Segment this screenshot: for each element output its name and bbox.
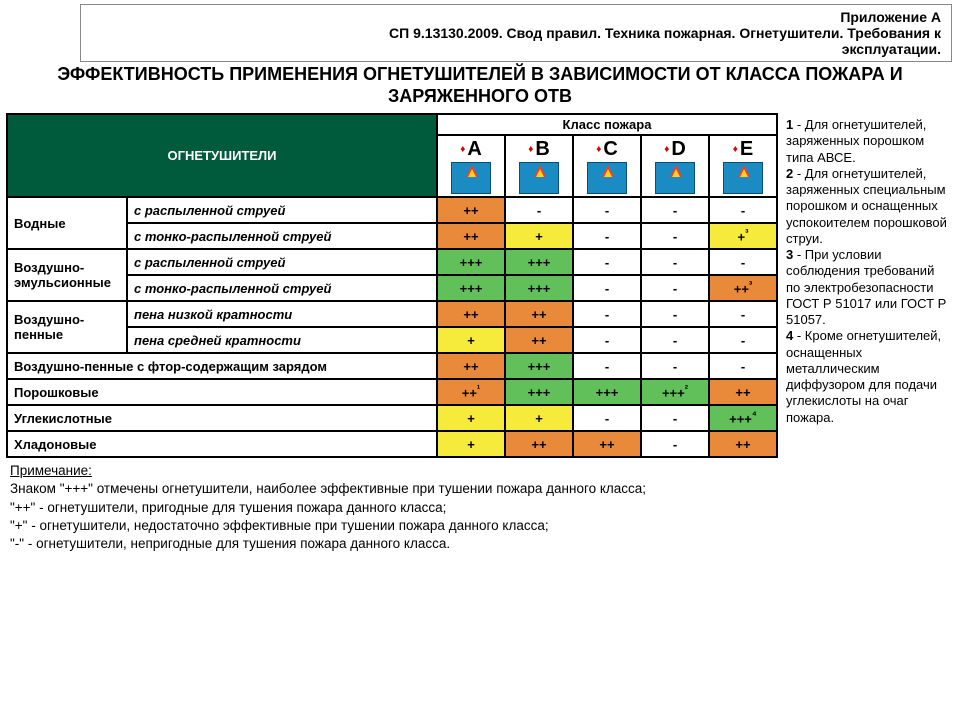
subtype-name: с распыленной струей <box>127 249 437 275</box>
value-cell: - <box>641 249 709 275</box>
footnote-line: "+" - огнетушители, недостаточно эффекти… <box>10 517 950 535</box>
value-cell: +++⁴ <box>709 405 777 431</box>
footnote-line: Знаком "+++" отмечены огнетушители, наиб… <box>10 480 950 498</box>
value-cell: - <box>641 353 709 379</box>
value-cell: ++ <box>505 327 573 353</box>
legend-item: 4 - Кроме огнетушителей, оснащенных мета… <box>786 328 950 426</box>
page-title: ЭФФЕКТИВНОСТЬ ПРИМЕНЕНИЯ ОГНЕТУШИТЕЛЕЙ В… <box>10 64 950 107</box>
value-cell: +++ <box>505 249 573 275</box>
value-cell: - <box>709 197 777 223</box>
value-cell: - <box>709 327 777 353</box>
value-cell: + <box>437 431 505 457</box>
value-cell: ++ <box>709 379 777 405</box>
value-cell: ++ <box>437 223 505 249</box>
value-cell: +++ <box>437 249 505 275</box>
value-cell: ++ <box>573 431 641 457</box>
value-cell: +++ <box>505 353 573 379</box>
value-cell: + <box>437 327 505 353</box>
value-cell: - <box>505 197 573 223</box>
value-cell: - <box>573 197 641 223</box>
value-cell: ++ <box>437 197 505 223</box>
legend-item: 1 - Для огнетушителей, заряженных порошк… <box>786 117 950 166</box>
value-cell: - <box>573 405 641 431</box>
header-line2: СП 9.13130.2009. Свод правил. Техника по… <box>91 25 941 41</box>
row-name: Углекислотные <box>7 405 437 431</box>
value-cell: - <box>573 275 641 301</box>
value-cell: ++ <box>437 301 505 327</box>
value-cell: + <box>505 405 573 431</box>
value-cell: +³ <box>709 223 777 249</box>
value-cell: +++ <box>437 275 505 301</box>
row-name: Хладоновые <box>7 431 437 457</box>
footnote: Примечание: Знаком "+++" отмечены огнету… <box>0 458 960 557</box>
value-cell: ++¹ <box>437 379 505 405</box>
value-cell: - <box>709 301 777 327</box>
subtype-name: пена низкой кратности <box>127 301 437 327</box>
value-cell: - <box>709 353 777 379</box>
group-name: Воздушно-пенные <box>7 301 127 353</box>
value-cell: - <box>709 249 777 275</box>
subtype-name: с распыленной струей <box>127 197 437 223</box>
fire-class-C: ♦C <box>573 135 641 197</box>
header-line3: эксплуатации. <box>91 41 941 57</box>
value-cell: - <box>573 301 641 327</box>
value-cell: ++ <box>505 431 573 457</box>
header-ref-box: Приложение А СП 9.13130.2009. Свод прави… <box>80 4 952 62</box>
group-name: Водные <box>7 197 127 249</box>
footnote-line: "++" - огнетушители, пригодные для тушен… <box>10 499 950 517</box>
row-name: Порошковые <box>7 379 437 405</box>
fire-class-D: ♦D <box>641 135 709 197</box>
value-cell: + <box>437 405 505 431</box>
value-cell: +++ <box>505 275 573 301</box>
group-name: Воздушно-эмульсионные <box>7 249 127 301</box>
header-klass: Класс пожара <box>437 114 777 135</box>
value-cell: ++ <box>505 301 573 327</box>
value-cell: ++ <box>437 353 505 379</box>
footnote-line: "-" - огнетушители, непригодные для туше… <box>10 535 950 553</box>
value-cell: +++ <box>505 379 573 405</box>
value-cell: +++² <box>641 379 709 405</box>
legend-item: 2 - Для огнетушителей, заряженных специа… <box>786 166 950 247</box>
value-cell: - <box>641 275 709 301</box>
value-cell: - <box>641 301 709 327</box>
value-cell: - <box>573 353 641 379</box>
efficiency-table: ОГНЕТУШИТЕЛИКласс пожара♦A♦B♦C♦D♦E Водные… <box>6 113 778 458</box>
legend-notes: 1 - Для огнетушителей, заряженных порошк… <box>778 113 954 458</box>
fire-class-A: ♦A <box>437 135 505 197</box>
value-cell: ++³ <box>709 275 777 301</box>
header-line1: Приложение А <box>91 9 941 25</box>
legend-item: 3 - При условии соблюдения требований по… <box>786 247 950 328</box>
value-cell: - <box>641 223 709 249</box>
value-cell: - <box>573 223 641 249</box>
row-name: Воздушно-пенные с фтор-содержащим зарядо… <box>7 353 437 379</box>
efficiency-table-wrap: ОГНЕТУШИТЕЛИКласс пожара♦A♦B♦C♦D♦E Водные… <box>6 113 778 458</box>
value-cell: - <box>641 405 709 431</box>
value-cell: + <box>505 223 573 249</box>
value-cell: - <box>641 431 709 457</box>
fire-class-B: ♦B <box>505 135 573 197</box>
value-cell: +++ <box>573 379 641 405</box>
value-cell: - <box>573 249 641 275</box>
footnote-title: Примечание: <box>10 463 92 478</box>
subtype-name: с тонко-распыленной струей <box>127 223 437 249</box>
value-cell: ++ <box>709 431 777 457</box>
value-cell: - <box>573 327 641 353</box>
value-cell: - <box>641 197 709 223</box>
fire-class-E: ♦E <box>709 135 777 197</box>
subtype-name: пена средней кратности <box>127 327 437 353</box>
subtype-name: с тонко-распыленной струей <box>127 275 437 301</box>
value-cell: - <box>641 327 709 353</box>
header-extinguishers: ОГНЕТУШИТЕЛИ <box>7 114 437 197</box>
